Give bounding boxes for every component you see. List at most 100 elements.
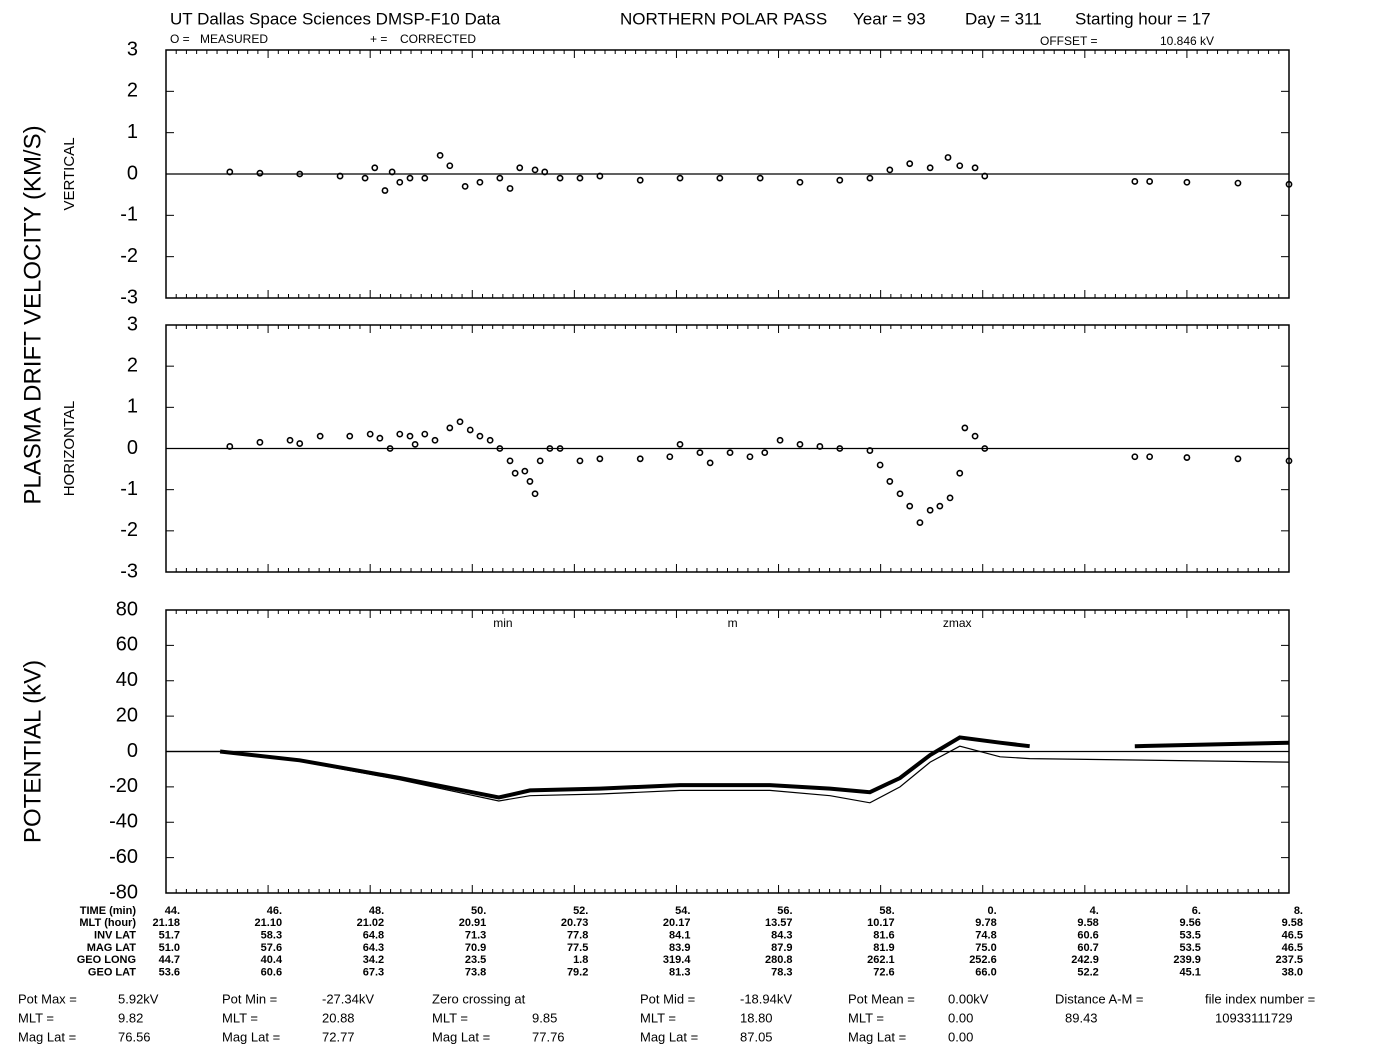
annotation: m [728,616,738,630]
point [886,478,894,485]
stat-text: 9.82 [118,1010,143,1025]
ephemeris-value: 74.8 [975,930,996,942]
point [461,182,469,190]
point [1285,457,1293,465]
ephemeris-label: INV LAT [94,930,136,942]
point [746,453,754,461]
y-tick-label: -40 [109,811,138,833]
ephemeris-value: 13.57 [765,917,793,929]
ephemeris-value: 46. [267,905,282,917]
ephemeris-value: 51.7 [159,930,180,942]
stat-text: 0.00 [948,1010,973,1025]
pass: NORTHERN POLAR PASS [620,9,827,28]
y-tick-label: 40 [116,669,138,691]
point [936,502,944,510]
point [906,502,914,510]
ephemeris-value: 48. [369,905,384,917]
stat-text: 10933111729 [1215,1010,1293,1025]
ephemeris-value: 64.8 [363,930,384,942]
stat-text: Zero crossing at [432,991,526,1006]
ephemeris-value: 87.9 [771,942,792,954]
ephemeris-label: MLT (hour) [79,917,136,929]
point [286,436,294,444]
stat-text: file index number = [1205,991,1315,1006]
stat-text: Pot Mean = [848,991,915,1006]
title: UT Dallas Space Sciences DMSP-F10 Data [170,9,501,28]
ephemeris-label: GEO LONG [77,954,136,966]
point [421,430,429,438]
stat-text: 9.85 [532,1010,557,1025]
ephemeris-value: 83.9 [669,942,690,954]
ephemeris-value: 8. [1294,905,1303,917]
ephemeris-value: 38.0 [1282,966,1303,978]
point [926,506,934,514]
ephemeris-value: 75.0 [975,942,996,954]
stat-text: 89.43 [1065,1010,1098,1025]
stat-text: Pot Min = [222,991,277,1006]
ephemeris-value: 252.6 [969,954,997,966]
point [506,185,514,192]
panel-label: POTENTIAL (kV) [19,660,46,843]
point [761,449,769,457]
ephemeris-value: 53.5 [1179,930,1200,942]
stat-text: MLT = [640,1010,676,1025]
y-tick-label: 80 [116,598,138,620]
stat-text: MLT = [848,1010,884,1025]
point [896,490,904,498]
y-tick-label: 20 [116,704,138,726]
point [431,436,439,444]
point [296,170,304,178]
point [531,490,539,498]
ephemeris-value: 0. [988,905,997,917]
point [446,162,454,170]
point [456,418,464,426]
ephemeris-value: 72.6 [873,966,894,978]
point [726,449,734,457]
point [256,438,264,446]
point [346,432,354,440]
point [496,445,504,452]
y-tick-label: -2 [120,245,138,267]
point [476,432,484,440]
ephemeris-value: 51.0 [159,942,180,954]
point [836,445,844,452]
ephemeris-value: 67.3 [363,966,384,978]
point [226,443,234,450]
point [406,174,414,182]
point [1183,178,1191,186]
panel-label: VERTICAL [61,137,78,210]
point [796,178,804,186]
stat-text: 76.56 [118,1029,151,1044]
point [576,174,584,182]
legend-label: CORRECTED [400,32,476,46]
ephemeris-value: 319.4 [663,954,691,966]
y-tick-label: -2 [120,519,138,541]
line [219,735,1290,800]
stat-text: MLT = [432,1010,468,1025]
stat-text: Distance A-M = [1055,991,1144,1006]
point [541,168,549,176]
stat-text: -18.94kV [740,991,792,1006]
point [296,440,304,447]
ephemeris-value: 20.91 [459,917,487,929]
point [476,178,484,186]
ephemeris-value: 46.5 [1282,930,1303,942]
ephemeris-value: 45.1 [1179,966,1200,978]
stat-text: MLT = [18,1010,54,1025]
stat-text: 18.80 [740,1010,773,1025]
stat-text: Mag Lat = [18,1029,76,1044]
point [531,166,539,174]
point [396,430,404,438]
line [166,745,1290,804]
ephemeris-label: MAG LAT [87,942,137,954]
day: Day = 311 [965,9,1042,28]
point [386,445,394,452]
point [866,447,874,454]
point [886,166,894,174]
ephemeris-value: 46.5 [1282,942,1303,954]
ephemeris-value: 78.3 [771,966,792,978]
point [556,174,564,182]
point [371,164,379,172]
